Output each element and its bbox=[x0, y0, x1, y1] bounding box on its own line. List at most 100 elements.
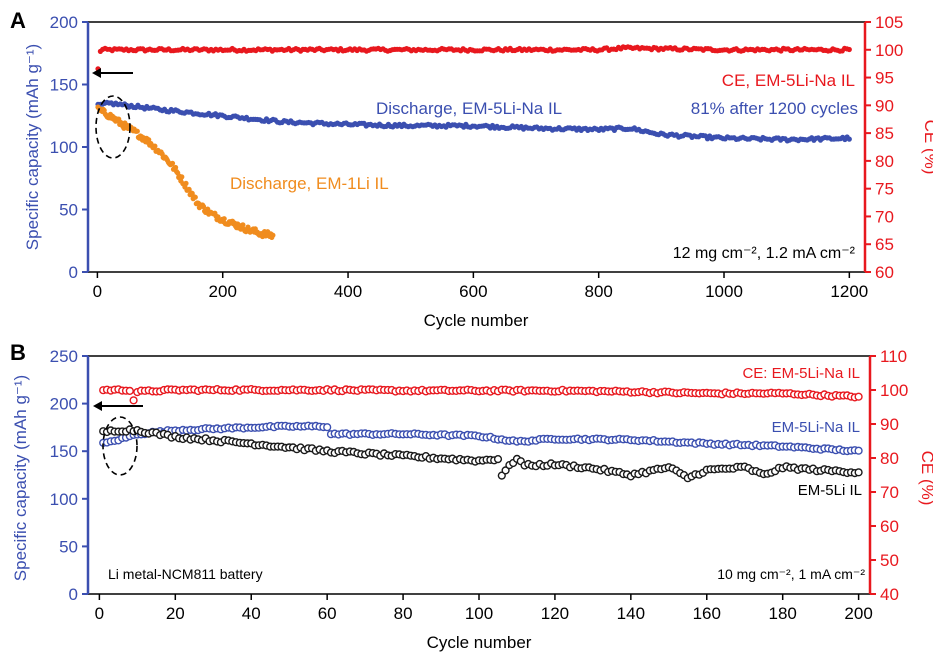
x-tick-label: 800 bbox=[585, 282, 613, 301]
x-tick-label: 0 bbox=[95, 604, 104, 623]
data-point bbox=[179, 174, 185, 180]
data-point bbox=[846, 46, 852, 53]
panel-a-conditions-annotation: 12 mg cm⁻², 1.2 mA cm⁻² bbox=[673, 245, 856, 262]
x-tick-label: 1200 bbox=[830, 282, 868, 301]
panel-a-plot-frame bbox=[87, 21, 866, 273]
y2-tick-label: 60 bbox=[875, 263, 894, 282]
x-tick-label: 200 bbox=[209, 282, 237, 301]
panel-a-y-axis-label: Specific capacity (mAh g⁻¹) bbox=[23, 44, 42, 250]
panel-b-conditions-annotation: 10 mg cm⁻², 1 mA cm⁻² bbox=[717, 566, 865, 582]
data-point bbox=[270, 232, 276, 238]
panel-a-x-axis-label: Cycle number bbox=[424, 311, 529, 330]
x-tick-label: 120 bbox=[541, 604, 569, 623]
x-tick-label: 80 bbox=[394, 604, 413, 623]
panel-b-x-axis-label: Cycle number bbox=[427, 633, 532, 652]
panel-a-discharge-5li-annotation: Discharge, EM-5Li-Na IL bbox=[376, 99, 562, 118]
panel-b-x-ticks: 0 20 40 60 80 100 120 140 160 180 200 bbox=[95, 594, 873, 623]
panel-a-y-ticks: 0 50 100 150 200 bbox=[50, 13, 88, 282]
y2-tick-label: 40 bbox=[880, 585, 899, 604]
panel-b-y-axis-label: Specific capacity (mAh g⁻¹) bbox=[11, 375, 30, 581]
y-tick-label: 50 bbox=[59, 201, 78, 220]
panel-a: A 0 200 400 600 800 1000 1200 0 50 100 150 200 60 6… bbox=[10, 8, 933, 330]
x-tick-label: 160 bbox=[693, 604, 721, 623]
data-point bbox=[200, 203, 207, 210]
data-point bbox=[183, 180, 189, 186]
y-tick-label: 50 bbox=[59, 537, 78, 556]
y-tick-label: 100 bbox=[50, 138, 78, 157]
data-point bbox=[854, 392, 863, 401]
y2-tick-label: 65 bbox=[875, 235, 894, 254]
x-tick-label: 40 bbox=[242, 604, 261, 623]
y-tick-label: 200 bbox=[50, 395, 78, 414]
data-point bbox=[846, 136, 852, 142]
x-tick-label: 140 bbox=[617, 604, 645, 623]
data-point bbox=[129, 396, 138, 405]
y2-tick-label: 100 bbox=[875, 41, 903, 60]
y-tick-label: 200 bbox=[50, 13, 78, 32]
x-tick-label: 0 bbox=[93, 282, 102, 301]
data-point bbox=[501, 466, 510, 475]
y-tick-label: 150 bbox=[50, 76, 78, 95]
panel-a-y2-axis-label: CE (%) bbox=[921, 120, 933, 175]
panel-b-em5li-annotation: EM-5Li IL bbox=[798, 482, 862, 499]
y2-tick-label: 75 bbox=[875, 180, 894, 199]
y2-tick-label: 90 bbox=[875, 96, 894, 115]
panel-b-data bbox=[99, 385, 863, 483]
y2-tick-label: 85 bbox=[875, 124, 894, 143]
data-point bbox=[221, 216, 227, 222]
panel-a-discharge-1li-annotation: Discharge, EM-1Li IL bbox=[230, 174, 389, 193]
panel-b-y-ticks: 0 50 100 150 200 250 bbox=[50, 347, 88, 604]
panel-a-retention-annotation: 81% after 1200 cycles bbox=[691, 99, 858, 118]
panel-b: B 0 20 40 60 80 100 120 140 160 180 200 0 50 100 150 2… bbox=[10, 340, 933, 652]
x-tick-label: 180 bbox=[769, 604, 797, 623]
x-tick-label: 400 bbox=[334, 282, 362, 301]
y2-tick-label: 100 bbox=[880, 381, 908, 400]
panel-a-label: A bbox=[10, 8, 26, 33]
y2-tick-label: 110 bbox=[880, 347, 907, 366]
panel-b-battery-annotation: Li metal-NCM811 battery bbox=[108, 566, 263, 582]
panel-b-highlight-ellipse bbox=[102, 416, 138, 476]
data-point bbox=[240, 222, 246, 228]
x-tick-label: 100 bbox=[465, 604, 493, 623]
y2-tick-label: 70 bbox=[875, 207, 894, 226]
panel-a-arrow-head bbox=[92, 68, 101, 78]
data-point bbox=[192, 194, 198, 200]
panel-b-ce-annotation: CE: EM-5Li-Na IL bbox=[742, 365, 860, 382]
data-point bbox=[146, 137, 152, 143]
panel-a-y2-ticks: 60 65 70 75 80 85 90 95 100 105 bbox=[865, 13, 903, 282]
panel-a-ce-annotation: CE, EM-5Li-Na IL bbox=[722, 71, 855, 90]
x-tick-label: 1000 bbox=[705, 282, 743, 301]
y2-tick-label: 95 bbox=[875, 69, 894, 88]
panel-a-data bbox=[95, 44, 852, 240]
data-point bbox=[173, 164, 179, 171]
y-tick-label: 100 bbox=[50, 490, 78, 509]
y2-tick-label: 90 bbox=[880, 415, 899, 434]
y2-tick-label: 50 bbox=[880, 551, 899, 570]
y2-tick-label: 105 bbox=[875, 13, 903, 32]
panel-a-x-ticks: 0 200 400 600 800 1000 1200 bbox=[93, 272, 868, 301]
x-tick-label: 20 bbox=[166, 604, 185, 623]
data-point bbox=[323, 423, 332, 432]
y2-tick-label: 60 bbox=[880, 517, 899, 536]
data-point bbox=[854, 446, 863, 455]
panel-b-em5lina-annotation: EM-5Li-Na IL bbox=[772, 419, 860, 436]
y-tick-label: 250 bbox=[50, 347, 78, 366]
y-tick-label: 0 bbox=[69, 263, 78, 282]
data-point bbox=[493, 455, 503, 464]
panel-b-label: B bbox=[10, 340, 26, 365]
y-tick-label: 0 bbox=[69, 585, 78, 604]
x-tick-label: 60 bbox=[318, 604, 337, 623]
data-point bbox=[152, 143, 158, 149]
y2-tick-label: 70 bbox=[880, 483, 899, 502]
x-tick-label: 600 bbox=[459, 282, 487, 301]
data-point bbox=[169, 160, 176, 166]
panel-b-y2-ticks: 40 50 60 70 80 90 100 110 bbox=[870, 347, 908, 604]
data-point bbox=[134, 128, 140, 134]
data-point bbox=[125, 386, 134, 396]
panel-b-arrow-head bbox=[93, 401, 102, 411]
panel-a-highlight-ellipse bbox=[95, 95, 131, 159]
y-tick-label: 150 bbox=[50, 442, 78, 461]
data-point bbox=[854, 468, 863, 477]
y2-tick-label: 80 bbox=[880, 449, 899, 468]
